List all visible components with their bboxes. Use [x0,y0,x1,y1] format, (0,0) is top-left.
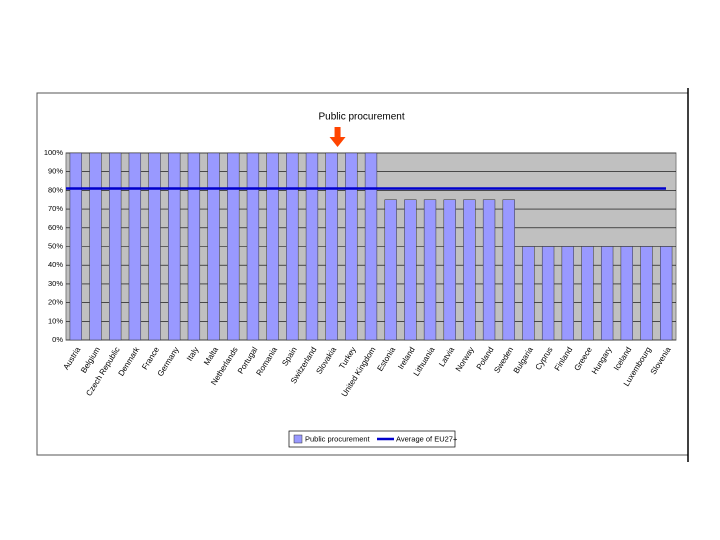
bar [168,152,181,341]
legend-label: Average of EU27+ [396,434,458,443]
bar [443,199,456,341]
marks [66,152,673,341]
bar [640,246,653,341]
bar [148,152,161,341]
bar [109,152,122,341]
bar [404,199,417,341]
bar [69,152,82,341]
bar [541,246,555,341]
bar [522,246,535,341]
bar [364,152,378,341]
bar [581,246,594,341]
y-tick-label: 80% [48,185,63,194]
bar [128,152,142,341]
bar [207,152,220,341]
annotation: Public procurement [318,112,404,123]
legend-swatch [293,434,303,444]
y-tick-label: 50% [48,241,63,250]
bar [463,199,476,341]
bar [266,152,279,341]
bar [227,152,240,341]
bar [482,199,496,341]
y-tick-label: 10% [48,316,63,325]
y-tick-label: 70% [48,204,63,213]
bar [325,152,338,341]
legend-box [288,430,456,448]
bar [286,152,299,341]
bar [423,199,437,341]
bar [89,152,102,341]
bar [502,199,515,341]
bar [187,152,201,341]
y-tick-label: 100% [44,148,64,157]
y-tick-label: 20% [48,298,63,307]
bar [384,199,397,341]
bar [345,152,358,341]
bar [660,246,673,341]
y-tick-label: 30% [48,279,63,288]
bar [561,246,574,341]
y-tick-label: 0% [52,335,63,344]
bar [305,152,319,341]
bar [620,246,633,341]
y-tick-label: 90% [48,167,63,176]
annotation-arrow [329,127,346,147]
legend-label: Public procurement [305,434,371,443]
bar [246,152,260,341]
y-tick-label: 60% [48,223,63,232]
bar [600,246,614,341]
y-tick-label: 40% [48,260,63,269]
